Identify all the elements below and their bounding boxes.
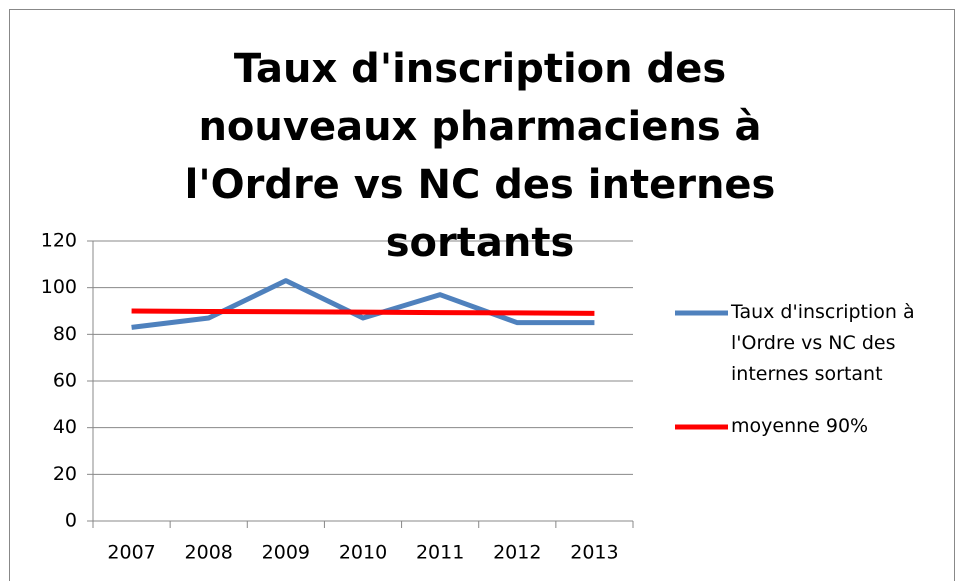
x-tick-label: 2008 xyxy=(185,542,233,564)
y-tick-label: 60 xyxy=(53,370,77,392)
x-tick-label: 2011 xyxy=(416,542,464,564)
legend-label: moyenne 90% xyxy=(731,415,869,437)
x-tick-label: 2012 xyxy=(493,542,541,564)
chart-border xyxy=(9,9,955,581)
legend-label: Taux d'inscription à l'Ordre vs NC des i… xyxy=(731,301,915,385)
chart-title: Taux d'inscription des nouveaux pharmaci… xyxy=(184,46,776,266)
x-tick-label: 2009 xyxy=(262,542,310,564)
line-series xyxy=(131,308,595,316)
y-tick-label: 20 xyxy=(53,463,77,485)
line-series xyxy=(131,278,595,330)
y-tick-label: 40 xyxy=(53,416,77,438)
x-tick-label: 2007 xyxy=(107,542,155,564)
y-tick-label: 100 xyxy=(41,276,77,298)
x-tick-label: 2010 xyxy=(339,542,387,564)
y-tick-label: 120 xyxy=(41,230,77,252)
x-tick-label: 2013 xyxy=(570,542,618,564)
y-tick-label: 0 xyxy=(65,510,77,532)
y-tick-label: 80 xyxy=(53,323,77,345)
